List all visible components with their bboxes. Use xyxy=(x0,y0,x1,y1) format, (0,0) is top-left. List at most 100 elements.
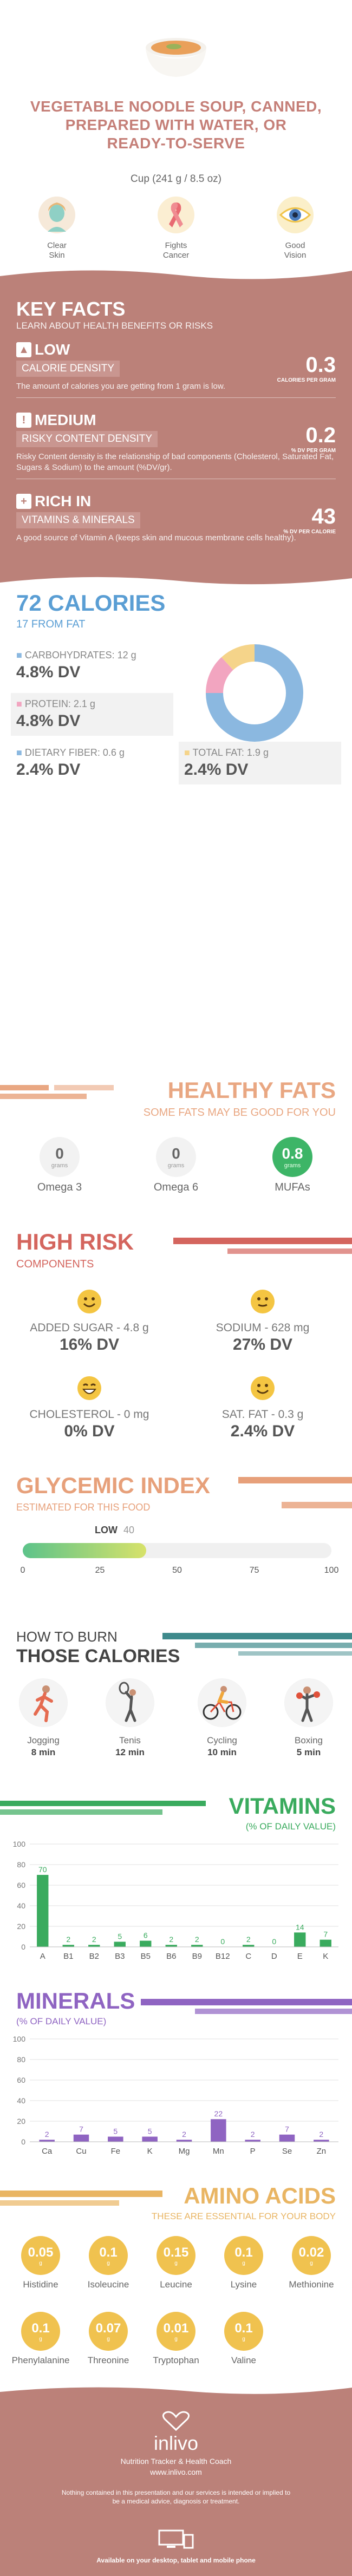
bar-B9 xyxy=(191,1945,203,1947)
fact-risky-density: ! MEDIUM RISKY CONTENT DENSITY 0.2% DV PE… xyxy=(16,411,336,479)
wave-divider xyxy=(0,270,352,287)
risk-dv: 16% DV xyxy=(59,1336,120,1354)
nutrient-fiber: ■ DIETARY FIBER: 0.6 g 2.4% DV xyxy=(11,742,168,784)
jogging-icon xyxy=(19,1678,68,1727)
fat-name: MUFAs xyxy=(275,1181,310,1193)
x-tick-label: Zn xyxy=(317,2147,327,2156)
key-facts: KEY FACTS LEARN ABOUT HEALTH BENEFITS OR… xyxy=(0,270,352,574)
stripe-decoration xyxy=(0,1801,206,1815)
bar-value-label: 5 xyxy=(113,2127,118,2136)
amino-name: Histidine xyxy=(23,2279,58,2290)
fat-value: 0 xyxy=(172,1145,180,1162)
x-tick-label: Mn xyxy=(213,2147,224,2156)
bar-K xyxy=(142,2136,158,2142)
amino-unit: g xyxy=(174,2336,178,2342)
amino-unit: g xyxy=(39,2336,42,2342)
activity-cycling: Cycling 10 min xyxy=(190,1678,255,1758)
amino-value: 0.05 xyxy=(28,2245,54,2260)
nutrient-dv: 4.8% DV xyxy=(16,712,81,730)
risk-sat-fat: SAT. FAT - 0.3 g 2.4% DV xyxy=(184,1375,341,1441)
flame-icon: ▲ xyxy=(16,342,31,357)
benefit-label: Good Vision xyxy=(284,241,307,260)
amino-value: 0.1 xyxy=(99,2245,118,2260)
benefit-item: Fights Cancer xyxy=(146,195,206,260)
donut-slice-fat xyxy=(221,644,255,670)
amino-item: 0.15 g Leucine xyxy=(144,2236,208,2290)
key-facts-title: KEY FACTS xyxy=(16,298,126,320)
glycemic-ticks: 0 25 50 75 100 xyxy=(21,1566,339,1577)
fact-value: 43 xyxy=(311,505,336,528)
glycemic-tick: 100 xyxy=(324,1566,339,1575)
fat-omega6: 0 grams Omega 6 xyxy=(144,1137,208,1194)
x-tick-label: B9 xyxy=(192,1952,202,1961)
x-tick-label: B6 xyxy=(166,1952,176,1961)
amino-name: Methionine xyxy=(289,2279,334,2290)
bar-B6 xyxy=(165,1945,177,1947)
y-tick-label: 60 xyxy=(17,2076,25,2084)
amino-unit: g xyxy=(174,2260,178,2266)
fact-desc: A good source of Vitamin A (keeps skin a… xyxy=(16,533,296,542)
warning-icon: ! xyxy=(16,413,31,428)
fat-value: 0 xyxy=(55,1145,64,1162)
stripe-decoration xyxy=(141,1999,352,2014)
x-tick-label: C xyxy=(245,1952,251,1961)
wave-divider xyxy=(0,2387,352,2400)
risk-label: SAT. FAT - 0.3 g xyxy=(221,1408,304,1421)
donut-slice-carbohydrates xyxy=(206,644,303,742)
amino-name: Tryptophan xyxy=(153,2355,199,2365)
glycemic-title: GLYCEMIC INDEX xyxy=(16,1473,210,1498)
nutrient-fat: ■ TOTAL FAT: 1.9 g 2.4% DV xyxy=(179,742,341,784)
high-risk-subtitle: COMPONENTS xyxy=(16,1258,94,1270)
amino-value: 0.15 xyxy=(163,2245,189,2260)
fact-value: 0.3 xyxy=(305,353,336,377)
fact-unit: % DV PER GRAM xyxy=(291,448,336,454)
risk-dv: 2.4% DV xyxy=(230,1422,295,1440)
footer-disclaimer: Nothing contained in this presentation a… xyxy=(61,2489,291,2505)
bar-value-label: 5 xyxy=(148,2127,152,2136)
vitamins-section: VITAMINS (% OF DAILY VALUE) 0 20 40 60 80 100… xyxy=(0,1787,352,1982)
y-tick-label: 80 xyxy=(17,1860,25,1869)
x-tick-label: Fe xyxy=(111,2147,121,2156)
footer-brand: inlivo xyxy=(153,2432,199,2454)
fat-name: Omega 3 xyxy=(37,1181,82,1193)
fact-level: RICH IN xyxy=(35,493,92,509)
smiley-icon xyxy=(251,1290,275,1313)
plus-icon: + xyxy=(16,494,31,509)
amino-item: 0.1 g Isoleucine xyxy=(76,2236,141,2290)
minerals-title: MINERALS xyxy=(16,1988,135,2013)
y-tick-label: 60 xyxy=(17,1881,25,1889)
title-line: READY-TO-SERVE xyxy=(107,135,245,152)
bar-B3 xyxy=(114,1941,126,1947)
bar-value-label: 7 xyxy=(323,1930,328,1939)
page-title: VEGETABLE NOODLE SOUP, CANNED, PREPARED … xyxy=(0,97,352,153)
calories-subtitle: 17 FROM FAT xyxy=(16,618,86,630)
bar-value-label: 70 xyxy=(38,1865,47,1874)
x-tick-label: Cu xyxy=(76,2147,86,2156)
amino-value: 0.1 xyxy=(234,2320,253,2336)
fact-name: RISKY CONTENT DENSITY xyxy=(16,431,158,447)
risk-label: CHOLESTEROL - 0 mg xyxy=(29,1408,149,1421)
cycling-icon xyxy=(198,1678,246,1727)
amino-unit: g xyxy=(242,2336,245,2342)
stripe-decoration xyxy=(0,2191,162,2206)
donut-slice-protein xyxy=(206,657,233,693)
bar-Fe xyxy=(108,2136,123,2142)
healthy-fats-title: HEALTHY FATS xyxy=(167,1077,336,1103)
eye-icon xyxy=(277,197,314,233)
bar-value-label: 7 xyxy=(79,2125,83,2134)
benefit-label: Clear Skin xyxy=(47,241,67,260)
bar-K xyxy=(320,1939,331,1947)
x-tick-label: B5 xyxy=(141,1952,151,1961)
footer-url[interactable]: www.inlivo.com xyxy=(150,2468,202,2476)
risk-dv: 0% DV xyxy=(64,1422,115,1440)
heart-logo-icon xyxy=(162,2411,190,2431)
bar-value-label: 2 xyxy=(45,2130,49,2139)
fact-calorie-density: ▲ LOW CALORIE DENSITY 0.3 CALORIES PER GRA… xyxy=(16,341,336,398)
y-tick-label: 100 xyxy=(13,1840,26,1848)
healthy-fats-subtitle: SOME FATS MAY BE GOOD FOR YOU xyxy=(143,1107,336,1119)
x-tick-label: Se xyxy=(282,2147,292,2156)
activity-minutes: 10 min xyxy=(207,1747,237,1757)
bar-Cu xyxy=(73,2134,89,2142)
fat-omega3: 0 grams Omega 3 xyxy=(27,1137,92,1194)
bar-E xyxy=(294,1932,306,1947)
